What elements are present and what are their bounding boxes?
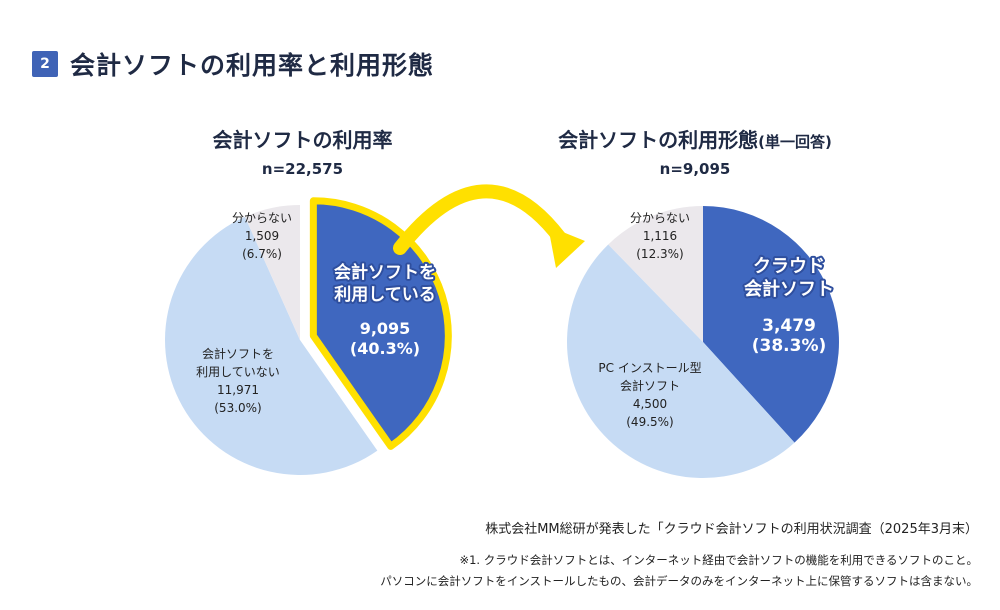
slice-value-2-1: 3,479 bbox=[762, 316, 816, 336]
slice-label-1-1: 会計ソフトを bbox=[334, 262, 436, 283]
slice-label-2-3: 分からない bbox=[630, 211, 690, 225]
pie-slice-2-3 bbox=[608, 206, 703, 342]
slice-percent-2-2: (49.5%) bbox=[626, 415, 673, 429]
slice-label-2-2: PC インストール型 bbox=[598, 361, 701, 375]
slice-value-1-1: 9,095 bbox=[360, 319, 411, 338]
chart1-title: 会計ソフトの利用率 bbox=[212, 128, 393, 152]
chart2-title-suffix: (単一回答) bbox=[758, 133, 832, 151]
slice-percent-1-3: (6.7%) bbox=[242, 247, 282, 261]
slice-value-2-2: 4,500 bbox=[633, 397, 667, 411]
usage-rate-pie: 会計ソフトを利用している9,095(40.3%)会計ソフトを利用していない11,… bbox=[164, 197, 452, 476]
slice-percent-1-1: (40.3%) bbox=[350, 339, 420, 358]
slice-label-2-2: 会計ソフト bbox=[620, 378, 680, 393]
slice-percent-2-1: (38.3%) bbox=[752, 336, 827, 356]
slice-value-2-3: 1,116 bbox=[643, 229, 677, 243]
slice-label-1-3: 分からない bbox=[232, 211, 292, 225]
pie-slice-1-1 bbox=[309, 197, 452, 450]
slice-label-1-2: 会計ソフトを bbox=[202, 346, 274, 361]
slice-label-2-1: クラウド bbox=[753, 256, 825, 277]
footnote-1: ※1. クラウド会計ソフトとは、インターネット経由で会計ソフトの機能を利用できる… bbox=[459, 553, 978, 567]
chart2-title: 会計ソフトの利用形態(単一回答) bbox=[510, 124, 880, 153]
slice-label-2-1: 会計ソフト bbox=[744, 278, 834, 300]
footnote-2: パソコンに会計ソフトをインストールしたもの、会計データのみをインターネット上に保… bbox=[380, 574, 978, 588]
slice-value-1-2: 11,971 bbox=[217, 383, 259, 397]
chart2-sample-size: n=9,095 bbox=[659, 160, 731, 178]
slice-value-1-3: 1,509 bbox=[245, 229, 279, 243]
pie-slice-1-3 bbox=[244, 205, 300, 340]
slice-label-1-2: 利用していない bbox=[196, 365, 280, 379]
pie-slice-2-1 bbox=[703, 206, 839, 443]
section-number-badge: 2 bbox=[32, 51, 58, 77]
pie-slice-1-2 bbox=[164, 216, 378, 476]
section-header: 2 会計ソフトの利用率と利用形態 bbox=[32, 46, 434, 82]
connector-arrowhead bbox=[548, 226, 585, 268]
chart1-sample-size: n=22,575 bbox=[261, 160, 344, 178]
chart2-title-main: 会計ソフトの利用形態 bbox=[558, 128, 759, 152]
connector-arrow bbox=[393, 184, 567, 255]
slice-label-1-1: 利用している bbox=[334, 284, 436, 305]
slice-percent-1-2: (53.0%) bbox=[214, 401, 261, 415]
page-title: 会計ソフトの利用率と利用形態 bbox=[70, 51, 435, 80]
pie-slice-2-2 bbox=[567, 244, 795, 478]
slice-percent-2-3: (12.3%) bbox=[636, 247, 683, 261]
source-note: 株式会社MM総研が発表した「クラウド会計ソフトの利用状況調査（2025年3月末） bbox=[485, 522, 978, 537]
